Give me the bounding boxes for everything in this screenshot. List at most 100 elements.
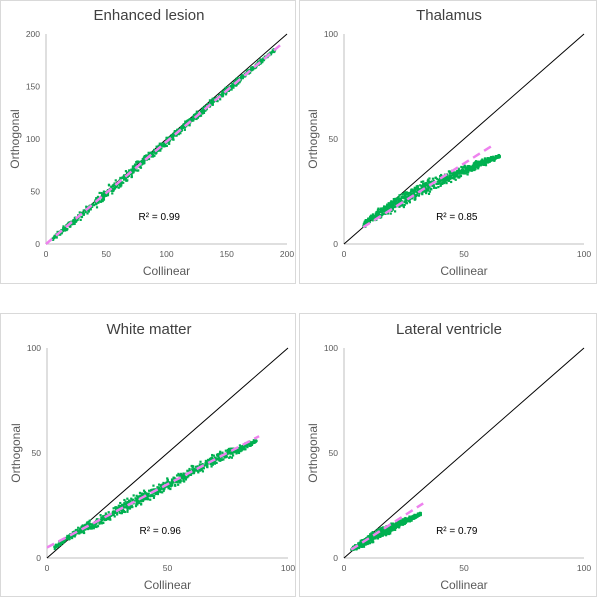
data-point — [143, 159, 146, 162]
data-point — [239, 450, 242, 453]
x-tick-label: 0 — [342, 249, 347, 259]
data-point — [365, 541, 368, 544]
data-point — [424, 183, 427, 187]
data-point — [244, 448, 247, 451]
data-point — [201, 111, 204, 115]
data-point — [394, 528, 397, 532]
data-point — [480, 160, 484, 163]
data-point — [385, 533, 388, 536]
data-point — [71, 531, 74, 534]
data-point — [166, 477, 169, 480]
data-point — [142, 494, 145, 497]
data-point — [99, 514, 102, 517]
data-point — [142, 498, 145, 501]
data-point — [469, 165, 472, 168]
data-point — [413, 194, 416, 197]
data-point — [87, 522, 90, 526]
data-point — [472, 163, 476, 167]
data-point — [368, 534, 372, 537]
data-point — [251, 441, 254, 444]
data-point — [361, 541, 364, 545]
data-point — [364, 543, 367, 546]
data-point — [139, 494, 142, 497]
data-point — [396, 197, 400, 201]
data-point — [401, 195, 404, 198]
data-point — [381, 531, 384, 534]
data-point — [210, 100, 213, 103]
data-point — [406, 518, 409, 521]
data-point — [461, 171, 464, 174]
data-point — [87, 210, 90, 213]
data-point — [166, 479, 169, 482]
data-point — [94, 525, 97, 528]
data-point — [180, 128, 183, 131]
data-point — [172, 132, 175, 135]
data-point — [107, 515, 110, 518]
data-point — [67, 221, 70, 224]
data-point — [79, 529, 83, 532]
data-point — [132, 498, 135, 501]
data-point — [219, 94, 223, 98]
data-point — [151, 153, 154, 156]
data-point — [234, 79, 237, 82]
data-point — [234, 450, 237, 453]
data-point — [99, 200, 102, 203]
data-point — [181, 477, 184, 480]
data-point — [152, 484, 155, 487]
data-point — [95, 197, 98, 200]
data-point — [144, 156, 147, 159]
data-point — [123, 503, 126, 506]
data-point — [366, 219, 370, 222]
y-axis-label: Orthogonal — [9, 423, 23, 482]
data-point — [101, 193, 104, 196]
r-squared-label: R² = 0.96 — [140, 526, 182, 537]
data-point — [91, 524, 94, 527]
data-point — [394, 205, 397, 208]
data-point — [448, 174, 451, 177]
data-point — [116, 511, 119, 514]
data-point — [213, 462, 217, 465]
data-point — [112, 189, 115, 192]
chart-panel-lateral-ventricle: Lateral ventricle 0 50 100 0 50 100 Collinear Or… — [299, 313, 597, 597]
data-point — [450, 176, 453, 179]
data-point — [477, 163, 480, 166]
data-point — [113, 510, 116, 513]
data-point — [210, 462, 213, 465]
data-point — [100, 191, 103, 195]
data-point — [102, 515, 105, 518]
x-tick-label: 100 — [281, 563, 295, 573]
x-tick-label: 150 — [220, 249, 234, 259]
data-point — [192, 468, 196, 471]
data-point — [132, 171, 135, 174]
data-point — [422, 190, 425, 193]
data-point — [99, 521, 102, 524]
data-point — [166, 484, 169, 487]
data-point — [182, 478, 185, 481]
data-point — [359, 540, 363, 544]
data-point — [380, 207, 383, 210]
data-point — [369, 217, 372, 220]
data-point — [81, 211, 85, 215]
data-point — [167, 140, 170, 144]
chart-title: Enhanced lesion — [94, 7, 205, 24]
data-point — [409, 517, 412, 520]
data-point — [112, 513, 115, 516]
data-point — [117, 186, 120, 189]
data-point — [250, 69, 253, 72]
data-point — [424, 185, 427, 188]
data-point — [169, 482, 173, 485]
data-point — [485, 159, 488, 162]
data-point — [52, 238, 55, 241]
data-point — [183, 475, 186, 478]
x-tick-label: 100 — [159, 249, 173, 259]
r-squared-label: R² = 0.99 — [139, 212, 181, 223]
data-point — [416, 187, 420, 190]
data-point — [404, 198, 407, 201]
data-point — [118, 504, 122, 508]
data-point — [366, 535, 369, 538]
data-point — [393, 210, 397, 213]
data-point — [235, 84, 238, 87]
data-point — [404, 520, 407, 524]
data-point — [460, 165, 463, 169]
data-point — [126, 506, 129, 510]
